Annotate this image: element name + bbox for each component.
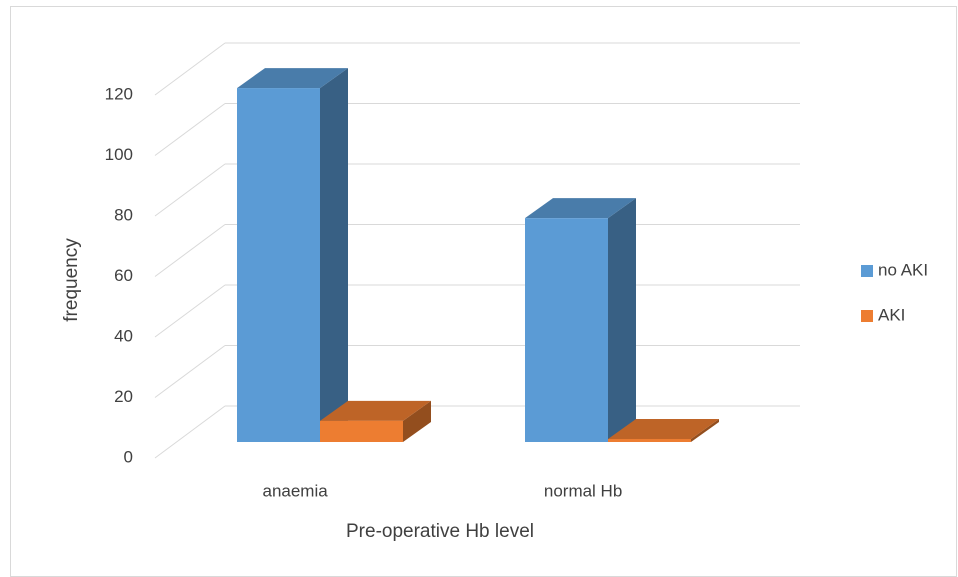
bar-top (525, 198, 636, 219)
y-tick-label: 100 (105, 145, 133, 164)
x-axis-title: Pre-operative Hb level (346, 521, 534, 542)
grid-line-side (154, 345, 226, 398)
x-tick-label: normal Hb (544, 481, 622, 500)
y-tick-label: 40 (114, 326, 133, 345)
bar-side (320, 68, 348, 442)
bar-side (608, 198, 636, 442)
legend-swatch (861, 265, 873, 277)
grid-line-side (154, 405, 226, 459)
legend-swatch (861, 310, 873, 322)
y-tick-label: 0 (124, 447, 133, 466)
grid-line-side (154, 163, 226, 217)
bar-side (691, 418, 719, 442)
bar-top (320, 400, 431, 421)
y-tick-label: 80 (114, 205, 133, 224)
grid-line-side (154, 284, 226, 338)
bar (320, 420, 403, 442)
bar (237, 88, 320, 442)
y-tick-label: 120 (105, 84, 133, 103)
legend-label: no AKI (878, 260, 928, 279)
grid-line-side (154, 42, 226, 96)
y-axis-title: frequency (61, 238, 82, 322)
grid-line-side (154, 103, 226, 156)
y-tick-label: 20 (114, 387, 133, 406)
x-tick-label: anaemia (262, 481, 328, 500)
grid-line-side (154, 224, 226, 277)
y-tick-label: 60 (114, 266, 133, 285)
bar-top (608, 418, 719, 439)
bar-top (237, 68, 348, 89)
chart-border (10, 6, 957, 577)
bar (608, 438, 691, 442)
bar (525, 218, 608, 442)
bar-side (403, 400, 431, 442)
legend-label: AKI (878, 305, 905, 324)
